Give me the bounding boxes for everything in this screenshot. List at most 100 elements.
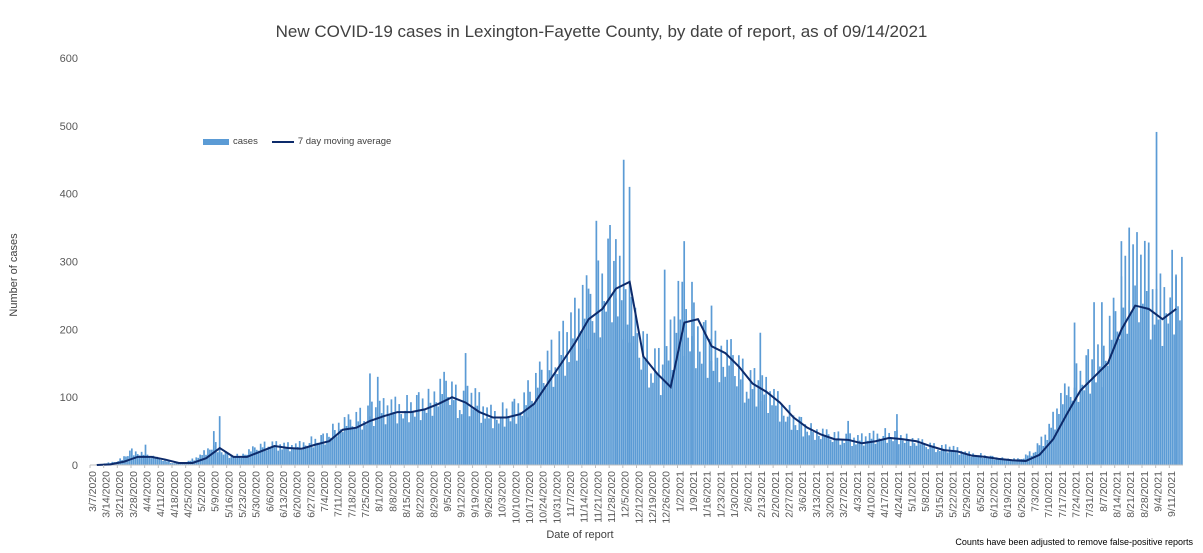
bar-case [1044,434,1047,465]
bar-case [277,450,280,465]
bar-case [1079,370,1082,465]
bar-case [294,443,297,465]
bar-case [575,360,578,465]
bar-case [400,414,403,465]
bar-case [962,453,965,465]
bar-case [298,441,301,465]
bar-case [1083,390,1086,465]
x-tick-label: 5/23/2020 [237,471,249,518]
bar-case [806,431,809,465]
bar-case [1140,254,1142,465]
x-tick-label: 5/2/2020 [196,471,208,512]
bar-case [800,417,803,465]
bar-case [168,461,170,465]
x-tick-label: 6/6/2020 [264,471,276,512]
bar-case-peak [587,288,590,465]
bar-case [470,392,473,465]
x-tick-label: 5/9/2020 [210,471,222,512]
bar-case [191,458,194,465]
bar-case [732,355,734,465]
bar-case [347,414,350,465]
bar-case [999,459,1002,465]
bar-case [1003,459,1006,465]
bar-case [862,445,865,465]
bar-case [1124,255,1127,465]
bar-case [1011,460,1013,465]
x-tick-label: 9/5/2020 [442,471,454,512]
bar-case [591,321,594,465]
bar-case [406,395,408,465]
bar-case [289,451,291,465]
bar-case [677,280,680,465]
bar-case [419,420,422,465]
bar-case [353,428,356,465]
bar-case [944,444,947,465]
bar-case [741,358,744,465]
bar-case [948,446,951,465]
bar-case [718,382,721,465]
x-tick-label: 9/19/2020 [469,471,481,518]
bar-case [1145,291,1148,465]
x-tick-label: 2/27/2021 [784,471,796,518]
bar-case [712,370,715,465]
bar-case [931,447,933,465]
x-tick-label: 4/3/2021 [852,471,864,512]
bar-case [505,408,508,465]
legend-label-cases: cases [233,136,258,147]
x-tick-label: 7/10/2021 [1043,471,1055,518]
bar-case [160,460,162,465]
bar-case [954,450,957,465]
bar-case [657,347,660,465]
bar-case [363,421,365,465]
bar-case [728,365,730,465]
bar-case [209,449,211,465]
x-tick-label: 6/13/2020 [278,471,290,518]
bar-case [995,457,998,465]
bar-case [324,444,326,465]
bar-case [380,413,383,465]
bar-case-peak [1120,241,1123,465]
bar-case [804,424,807,465]
bar-case [328,436,330,465]
chart-title: New COVID-19 cases in Lexington-Fayette … [275,22,928,41]
bar-case [697,326,699,465]
bar-case [386,405,389,465]
bar-case [558,331,561,465]
bar-case [626,324,629,465]
bar-case [148,456,151,465]
bar-case [864,436,867,465]
bar-case [860,433,863,465]
bar-case [456,418,459,465]
bar-case [790,429,793,465]
bar-case [519,412,522,465]
bar-case [544,387,547,465]
bar-case [1118,338,1121,465]
bar-case [1046,439,1049,465]
bar-case [1173,334,1175,465]
x-tick-label: 2/20/2021 [770,471,782,518]
bar-case [656,372,658,465]
bar-case [870,438,873,465]
bar-case [650,373,652,465]
bar-case [170,463,172,465]
x-tick-label: 4/17/2021 [879,471,891,518]
bar-case [205,454,207,465]
x-tick-label: 6/20/2020 [292,471,304,518]
bar-case [316,442,319,465]
bar-case [829,439,832,465]
bar-case [1015,459,1017,465]
bar-case [987,458,990,465]
bar-case [367,405,369,465]
bar-case [453,400,455,465]
bar-case [521,415,524,465]
bar-case [1085,355,1088,465]
bar-case [341,432,344,465]
bar-case [978,455,980,465]
bar-case [158,458,161,465]
bar-case [523,392,525,465]
bar-case [1181,256,1183,465]
bar-case [630,296,633,465]
bar-case [993,459,996,465]
bar-case-peak [1175,276,1177,465]
bar-case [839,444,842,465]
